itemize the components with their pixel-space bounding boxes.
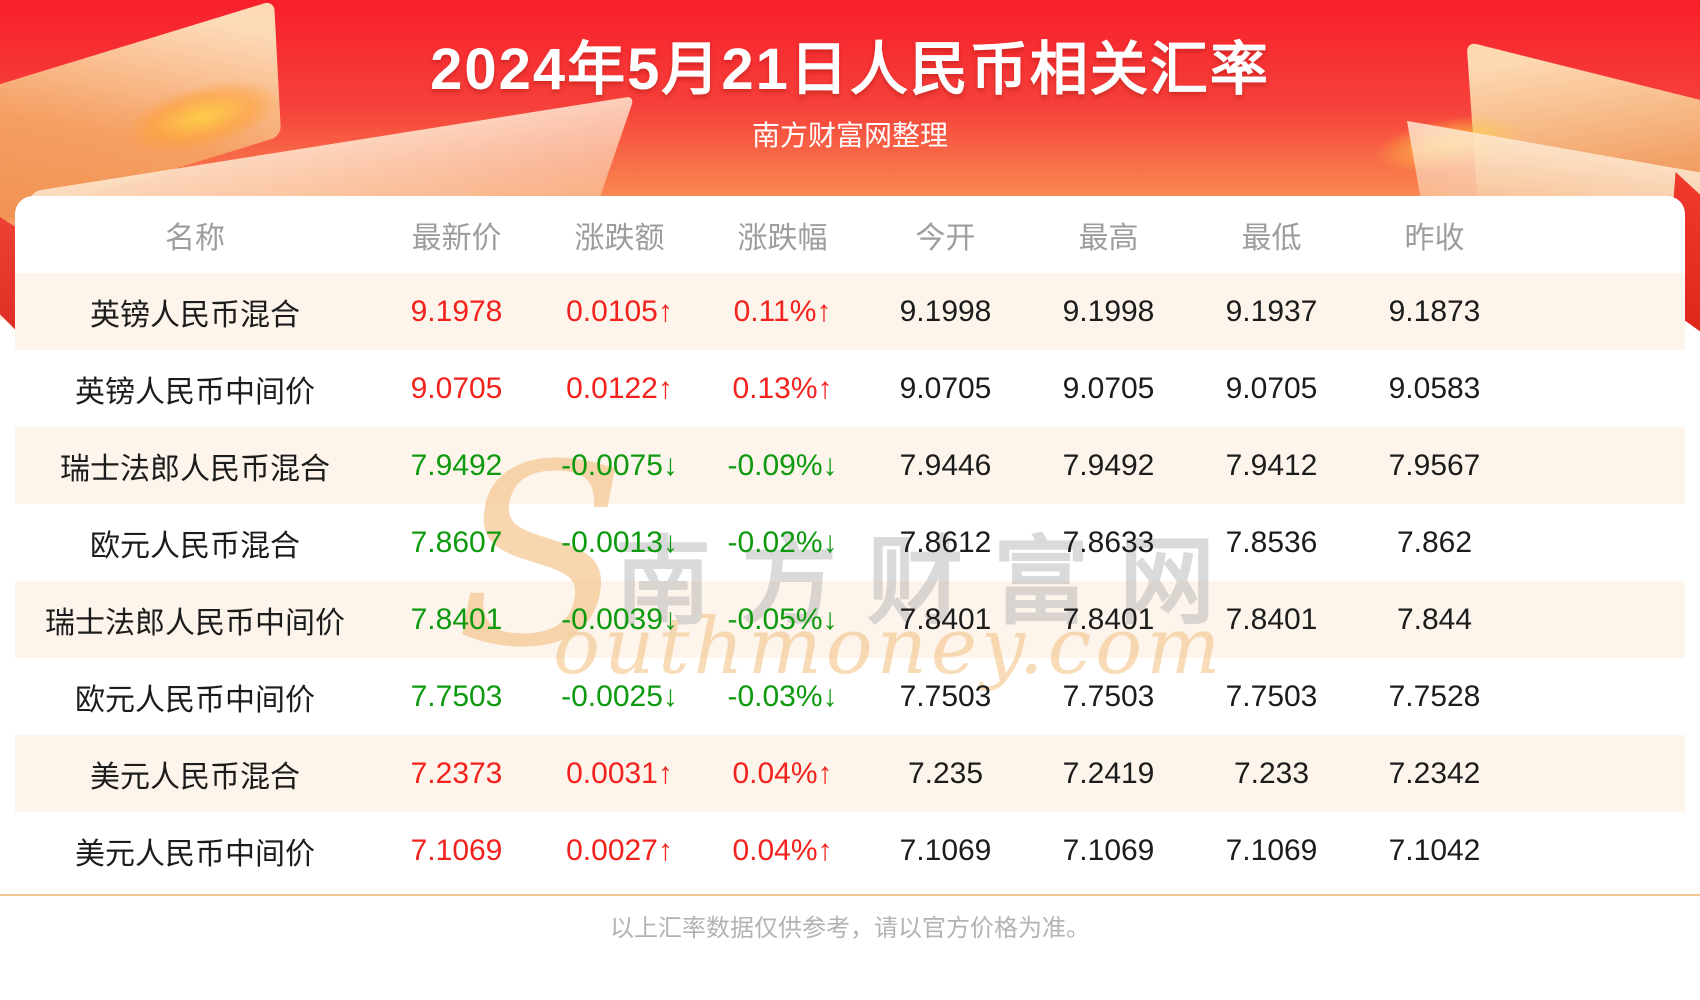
cell-change: -0.0075↓ bbox=[561, 448, 678, 482]
cell-low: 7.9412 bbox=[1225, 448, 1318, 482]
cell-name: 瑞士法郎人民币混合 bbox=[60, 452, 330, 486]
column-header-3: 涨跌幅 bbox=[737, 221, 828, 255]
table-row: 瑞士法郎人民币混合 7.9492 -0.0075↓ -0.09%↓ 7.9446 7.94… bbox=[15, 427, 1516, 504]
cell-high: 7.1069 bbox=[1062, 833, 1155, 867]
cell-prev-close: 7.1042 bbox=[1388, 833, 1481, 867]
cell-latest: 7.2373 bbox=[410, 756, 503, 790]
cell-open: 7.1069 bbox=[899, 833, 992, 867]
column-header-1: 最新价 bbox=[411, 221, 502, 255]
cell-change-pct: 0.04%↑ bbox=[732, 833, 833, 867]
cell-prev-close: 9.0583 bbox=[1388, 371, 1481, 405]
cell-name: 美元人民币混合 bbox=[90, 760, 300, 794]
cell-open: 7.8401 bbox=[899, 602, 992, 636]
cell-name: 瑞士法郎人民币中间价 bbox=[45, 606, 345, 640]
cell-high: 9.0705 bbox=[1062, 371, 1155, 405]
cell-change: 0.0031↑ bbox=[566, 756, 673, 790]
table-row: 英镑人民币中间价 9.0705 0.0122↑ 0.13%↑ 9.0705 9.0705 9… bbox=[15, 350, 1516, 427]
cell-open: 7.7503 bbox=[899, 679, 992, 713]
column-header-6: 最低 bbox=[1241, 221, 1302, 255]
table-row: 美元人民币中间价 7.1069 0.0027↑ 0.04%↑ 7.1069 7.1069 7… bbox=[15, 812, 1516, 876]
cell-latest: 9.1978 bbox=[410, 294, 503, 328]
row-stripe bbox=[15, 427, 1685, 504]
cell-change-pct: 0.11%↑ bbox=[733, 294, 832, 328]
cell-change-pct: -0.09%↓ bbox=[727, 448, 838, 482]
cell-low: 7.8536 bbox=[1225, 525, 1318, 559]
column-header-2: 涨跌额 bbox=[574, 221, 665, 255]
cell-latest: 7.9492 bbox=[410, 448, 503, 482]
cell-name: 英镑人民币中间价 bbox=[75, 375, 315, 409]
page-subtitle: 南方财富网整理 bbox=[751, 120, 948, 151]
cell-name: 美元人民币中间价 bbox=[75, 837, 315, 871]
cell-change: -0.0025↓ bbox=[561, 679, 678, 713]
cell-low: 7.8401 bbox=[1225, 602, 1318, 636]
exchange-table-body: 英镑人民币混合 9.1978 0.0105↑ 0.11%↑ 9.1998 9.1998 9.… bbox=[15, 273, 1516, 876]
cell-name: 英镑人民币混合 bbox=[90, 298, 300, 332]
cell-high: 9.1998 bbox=[1062, 294, 1155, 328]
column-header-0: 名称 bbox=[165, 221, 225, 255]
table-row: 瑞士法郎人民币中间价 7.8401 -0.0039↓ -0.05%↓ 7.8401 7.8… bbox=[15, 581, 1516, 658]
cell-change-pct: -0.02%↓ bbox=[727, 525, 838, 559]
row-stripe bbox=[15, 735, 1685, 812]
cell-name: 欧元人民币混合 bbox=[90, 529, 300, 563]
cell-low: 7.7503 bbox=[1225, 679, 1318, 713]
cell-change-pct: -0.03%↓ bbox=[727, 679, 838, 713]
cell-prev-close: 7.7528 bbox=[1388, 679, 1481, 713]
cell-change: 0.0122↑ bbox=[566, 371, 673, 405]
cell-prev-close: 9.1873 bbox=[1388, 294, 1481, 328]
column-header-5: 最高 bbox=[1078, 221, 1139, 255]
cell-prev-close: 7.844 bbox=[1396, 602, 1473, 636]
exchange-rates-table: 名称 最新价 涨跌额 涨跌幅 今开 最高 最低 昨收 英镑人民币混合 9.1978 0.0105↑… bbox=[15, 196, 1516, 876]
cell-open: 7.8612 bbox=[899, 525, 992, 559]
cell-prev-close: 7.862 bbox=[1396, 525, 1473, 559]
cell-name: 欧元人民币中间价 bbox=[75, 683, 315, 717]
cell-change: -0.0039↓ bbox=[561, 602, 678, 636]
cell-high: 7.2419 bbox=[1062, 756, 1155, 790]
table-row: 欧元人民币混合 7.8607 -0.0013↓ -0.02%↓ 7.8612 7.8633… bbox=[15, 504, 1516, 581]
cell-low: 9.1937 bbox=[1225, 294, 1318, 328]
cell-change: 0.0105↑ bbox=[566, 294, 673, 328]
row-stripe bbox=[15, 581, 1685, 658]
cell-change-pct: 0.04%↑ bbox=[732, 756, 833, 790]
cell-low: 9.0705 bbox=[1225, 371, 1318, 405]
cell-latest: 7.8607 bbox=[410, 525, 503, 559]
cell-change-pct: -0.05%↓ bbox=[727, 602, 838, 636]
cell-high: 7.8401 bbox=[1062, 602, 1155, 636]
cell-change: 0.0027↑ bbox=[566, 833, 673, 867]
table-row: 英镑人民币混合 9.1978 0.0105↑ 0.11%↑ 9.1998 9.1998 9.… bbox=[15, 273, 1516, 350]
cell-open: 9.1998 bbox=[899, 294, 992, 328]
page-title: 2024年5月21日人民币相关汇率 bbox=[430, 37, 1270, 102]
cell-high: 7.7503 bbox=[1062, 679, 1155, 713]
column-header-4: 今开 bbox=[915, 221, 976, 255]
cell-open: 7.235 bbox=[907, 756, 984, 790]
cell-change-pct: 0.13%↑ bbox=[732, 371, 833, 405]
row-stripe bbox=[15, 273, 1685, 350]
cell-change: -0.0013↓ bbox=[561, 525, 678, 559]
cell-latest: 7.7503 bbox=[410, 679, 503, 713]
footer-divider bbox=[0, 894, 1700, 896]
cell-high: 7.9492 bbox=[1062, 448, 1155, 482]
cell-prev-close: 7.2342 bbox=[1388, 756, 1481, 790]
cell-latest: 7.1069 bbox=[410, 833, 503, 867]
cell-open: 7.9446 bbox=[899, 448, 992, 482]
table-row: 美元人民币混合 7.2373 0.0031↑ 0.04%↑ 7.235 7.2419 7.2… bbox=[15, 735, 1516, 812]
cell-high: 7.8633 bbox=[1062, 525, 1155, 559]
cell-open: 9.0705 bbox=[899, 371, 992, 405]
cell-low: 7.1069 bbox=[1225, 833, 1318, 867]
footer-disclaimer: 以上汇率数据仅供参考，请以官方价格为准。 bbox=[610, 915, 1090, 942]
rates-card: S 南方财富网 outhmoney.com 名称 最新价 涨跌额 涨跌幅 今开 最高 最低昨… bbox=[15, 196, 1685, 876]
cell-prev-close: 7.9567 bbox=[1388, 448, 1481, 482]
table-header-row: 名称 最新价 涨跌额 涨跌幅 今开 最高 最低 昨收 bbox=[15, 196, 1516, 273]
cell-latest: 7.8401 bbox=[410, 602, 503, 636]
cell-low: 7.233 bbox=[1233, 756, 1310, 790]
column-header-7: 昨收 bbox=[1404, 221, 1465, 255]
cell-latest: 9.0705 bbox=[410, 371, 503, 405]
table-row: 欧元人民币中间价 7.7503 -0.0025↓ -0.03%↓ 7.7503 7.750… bbox=[15, 658, 1516, 735]
